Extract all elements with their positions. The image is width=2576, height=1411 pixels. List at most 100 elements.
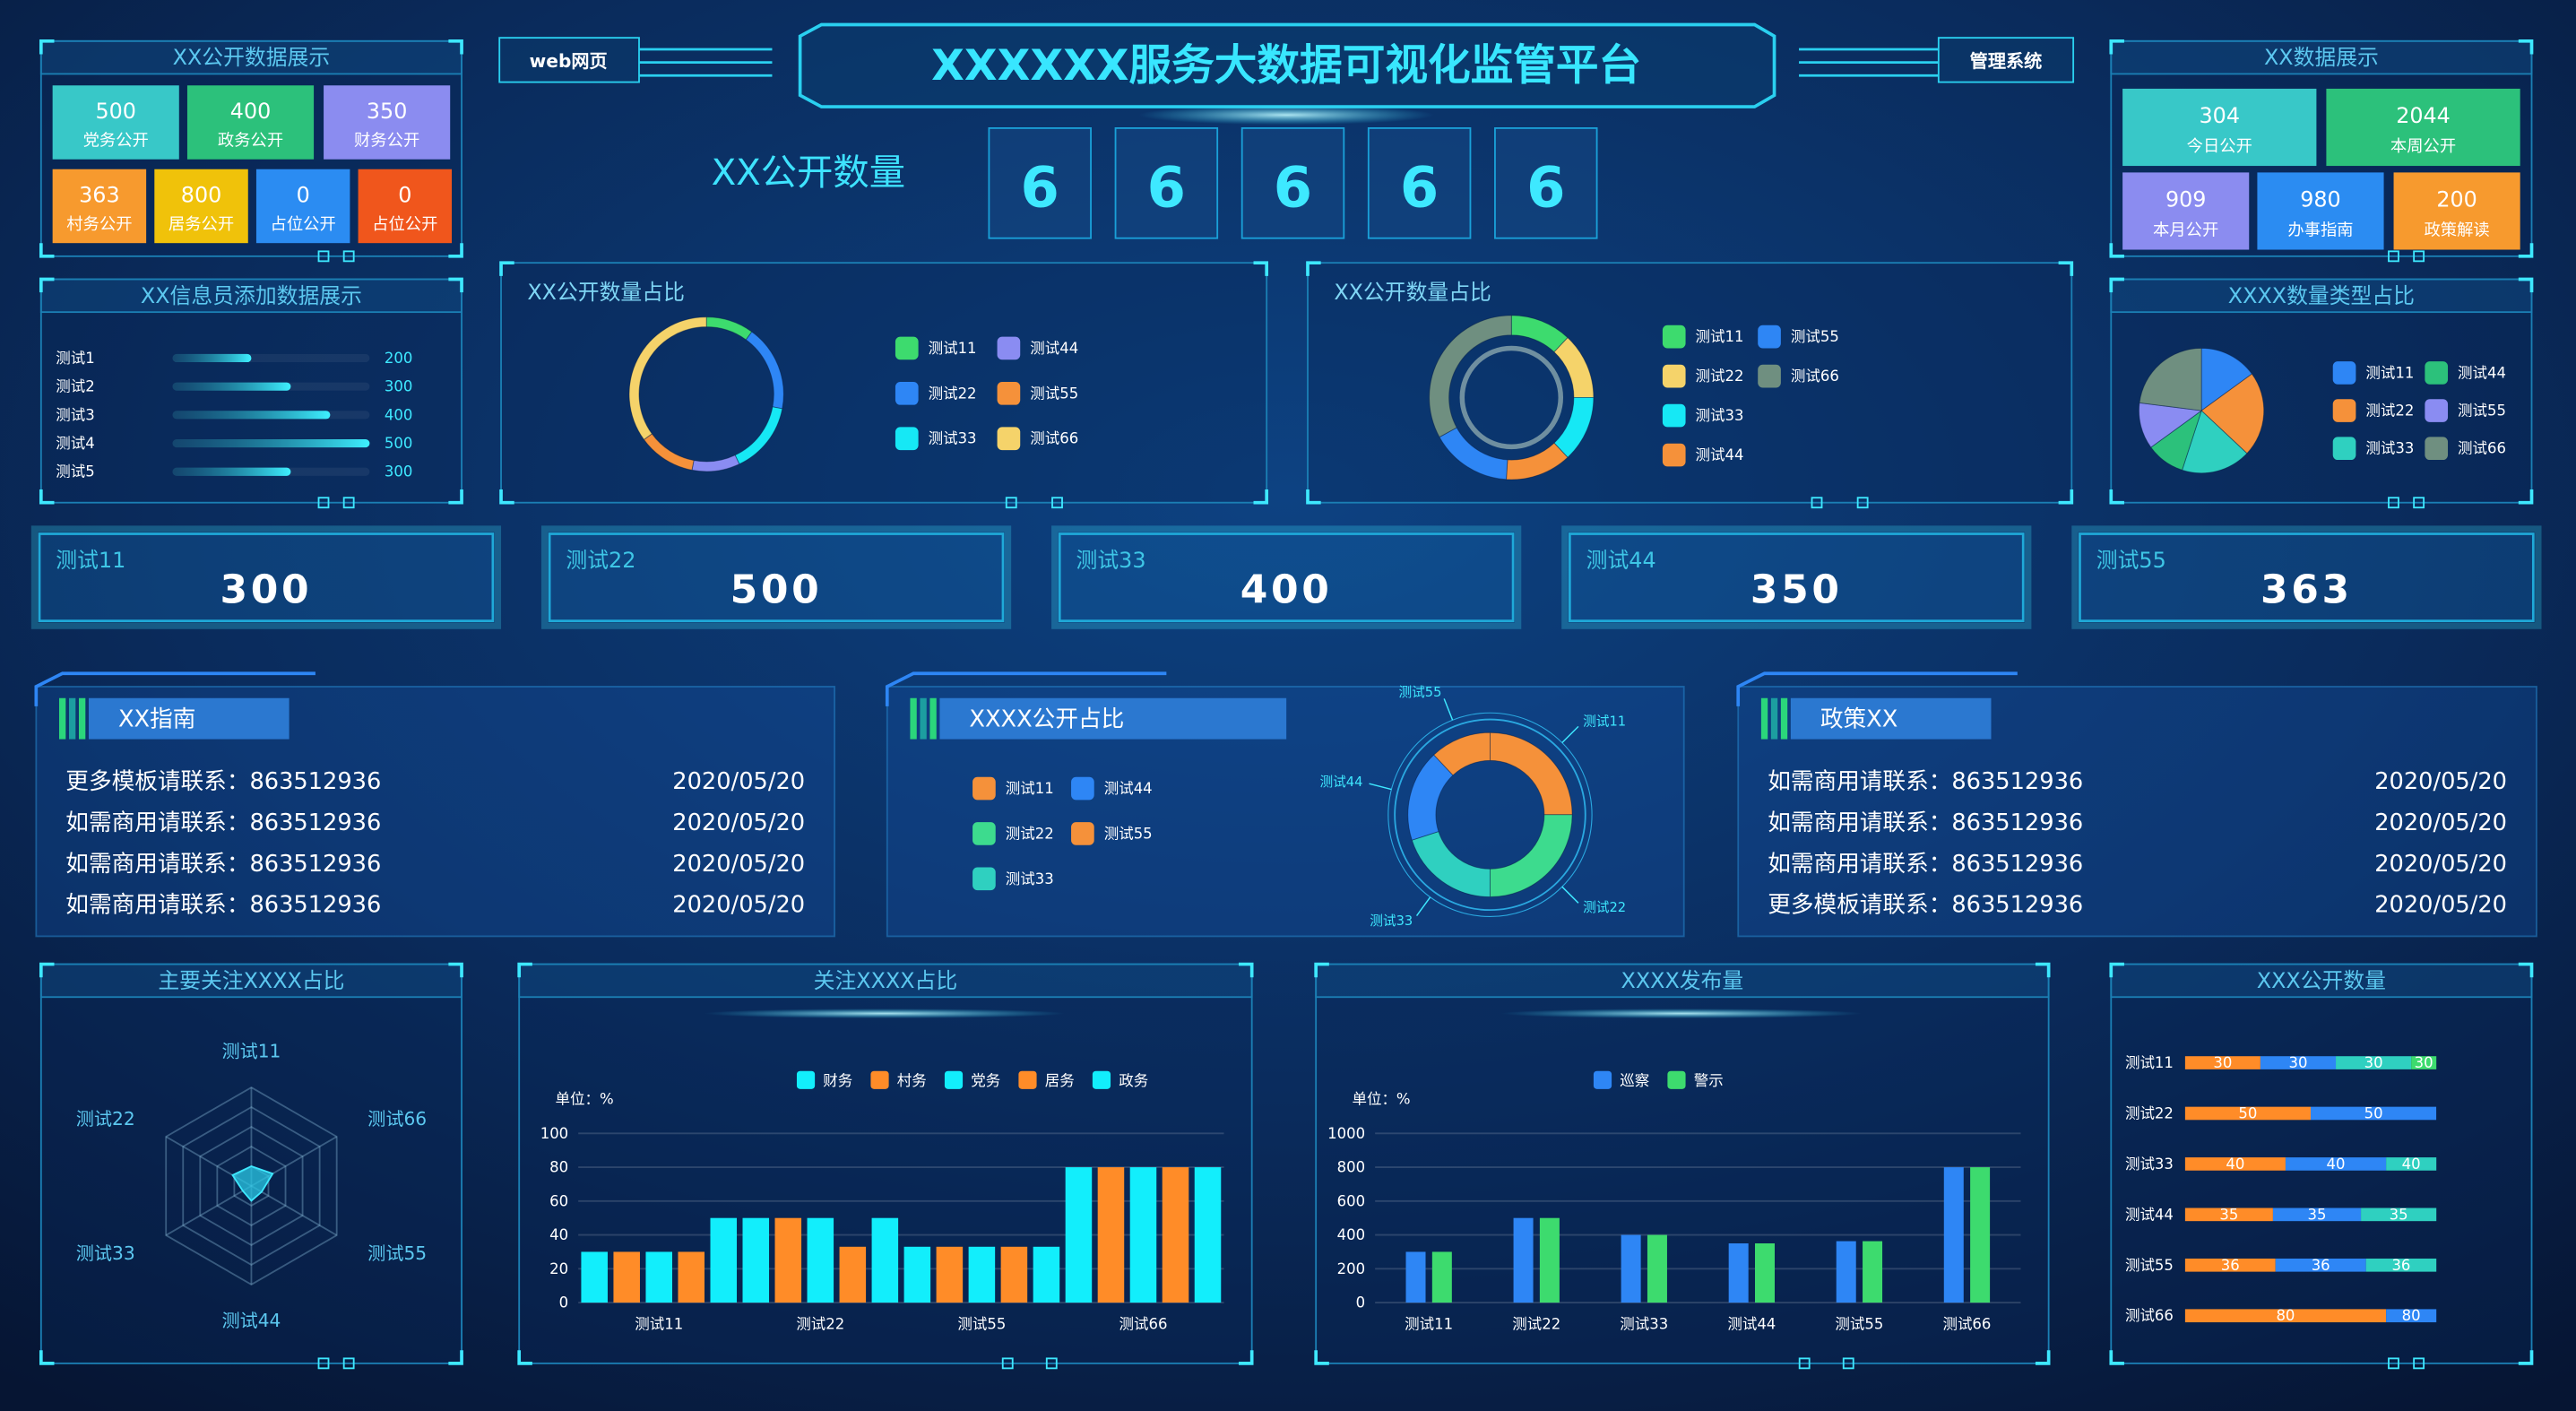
legend-label: 测试44 — [1030, 340, 1078, 357]
stat-label: 测试55 — [2096, 548, 2166, 573]
stat-label: 测试22 — [566, 548, 635, 573]
panel-deco — [342, 497, 355, 509]
segment-label: 35 — [2390, 1206, 2408, 1223]
panel-corner — [2518, 277, 2534, 293]
segment-label: 30 — [2364, 1054, 2383, 1071]
tab-label[interactable]: 管理系统 — [1970, 50, 2043, 72]
legend-label: 测试66 — [1791, 368, 1839, 385]
legend-label: 测试66 — [2458, 440, 2506, 457]
bar-segment — [2285, 1157, 2387, 1171]
header-stripe — [1780, 697, 1788, 740]
legend-label: 村务 — [897, 1072, 927, 1089]
bar — [936, 1246, 964, 1303]
y-tick-label: 40 — [549, 1226, 568, 1243]
panel-corner — [448, 39, 463, 55]
legend-swatch — [1092, 1070, 1111, 1089]
tile — [2257, 172, 2384, 250]
segment-label: 40 — [2402, 1156, 2421, 1173]
bar — [1647, 1234, 1667, 1303]
radar-label: 测试44 — [221, 1310, 281, 1331]
header-bar — [939, 697, 1287, 740]
tile-label: 政务公开 — [218, 132, 283, 151]
panel-title: XX公开数量占比 — [1334, 280, 1491, 305]
panel — [39, 963, 462, 1364]
panel-corner — [2109, 489, 2124, 505]
x-tick-label: 测试33 — [1620, 1315, 1668, 1332]
stat-value: 300 — [220, 567, 313, 612]
list-text: 更多模板请联系：863512936 — [65, 768, 381, 795]
radar-ring — [165, 1086, 338, 1285]
bar-segment — [2184, 1106, 2311, 1121]
radar-label: 测试66 — [367, 1108, 427, 1130]
tab[interactable] — [1937, 37, 2075, 83]
segment-label: 测试55 — [1398, 685, 1441, 700]
bar — [678, 1251, 705, 1303]
header-glow — [1500, 1008, 1863, 1019]
panel-deco — [317, 1357, 330, 1370]
legend-swatch — [944, 1070, 964, 1089]
x-tick-label: 测试66 — [1942, 1315, 1991, 1332]
header-stripe — [929, 697, 937, 740]
panel — [518, 963, 1253, 1364]
stat-glow — [1561, 525, 2032, 629]
bar — [1943, 1167, 1964, 1303]
bar-segment — [2184, 1258, 2276, 1272]
segment-label: 36 — [2391, 1257, 2410, 1274]
panel-corner — [499, 489, 514, 505]
panel-corner — [2058, 261, 2074, 276]
tile-label: 政策解读 — [2424, 221, 2489, 239]
legend-label: 测试11 — [2365, 364, 2414, 381]
digit: 6 — [1400, 154, 1439, 220]
donut-segment — [2139, 348, 2202, 411]
panel-corner — [39, 243, 55, 258]
tile-label: 本月公开 — [2153, 221, 2218, 239]
legend-label: 测试44 — [1696, 446, 1744, 463]
digit-box — [1367, 127, 1472, 239]
segment-label: 测试22 — [1583, 900, 1626, 915]
bar-segment — [2365, 1258, 2437, 1272]
tile-value: 0 — [398, 183, 411, 208]
stat-label: 测试11 — [56, 548, 125, 573]
legend-label: 警示 — [1694, 1072, 1724, 1089]
segment-label: 30 — [2288, 1054, 2307, 1071]
panel-header — [2110, 39, 2533, 75]
panel-accent — [1736, 671, 2018, 706]
tab[interactable] — [498, 37, 640, 83]
x-tick-label: 测试22 — [796, 1315, 844, 1332]
panel-title: 主要关注XXXX占比 — [158, 968, 344, 993]
digit: 6 — [1021, 154, 1059, 220]
segment-label: 40 — [2226, 1156, 2244, 1173]
legend-label: 测试55 — [1104, 825, 1153, 842]
panel-deco — [1798, 1357, 1811, 1370]
x-tick-label: 测试22 — [1512, 1315, 1560, 1332]
connector-lines — [639, 48, 1939, 77]
tile-value: 400 — [230, 99, 271, 124]
header-stripe — [58, 697, 66, 740]
legend-label: 测试55 — [1030, 385, 1078, 402]
legend-swatch — [2332, 437, 2356, 461]
radar-spoke — [165, 1185, 252, 1236]
title-glow — [1138, 105, 1435, 126]
tile — [255, 169, 350, 244]
y-tick-label: 0 — [559, 1294, 569, 1311]
bar-value: 300 — [385, 463, 412, 480]
bar — [1621, 1234, 1641, 1303]
bar — [172, 438, 370, 448]
panel-title: 关注XXXX占比 — [814, 968, 958, 993]
legend-swatch — [895, 427, 919, 451]
panel-corner — [2109, 962, 2124, 978]
panel-deco — [317, 497, 330, 509]
legend-label: 政务 — [1119, 1072, 1148, 1089]
donut-segment — [2200, 373, 2265, 454]
tab-label[interactable]: web网页 — [530, 50, 608, 72]
panel-title: XX信息员添加数据展示 — [141, 283, 362, 308]
list-date: 2020/05/20 — [672, 768, 805, 795]
bar — [1194, 1167, 1222, 1303]
header-bar — [1790, 697, 1992, 740]
unit-label: 单位：% — [556, 1090, 614, 1107]
tile — [324, 85, 451, 160]
panel-corner — [39, 962, 55, 978]
tile-label: 本周公开 — [2390, 137, 2456, 156]
digit: 6 — [1274, 154, 1312, 220]
tile — [2122, 172, 2250, 250]
